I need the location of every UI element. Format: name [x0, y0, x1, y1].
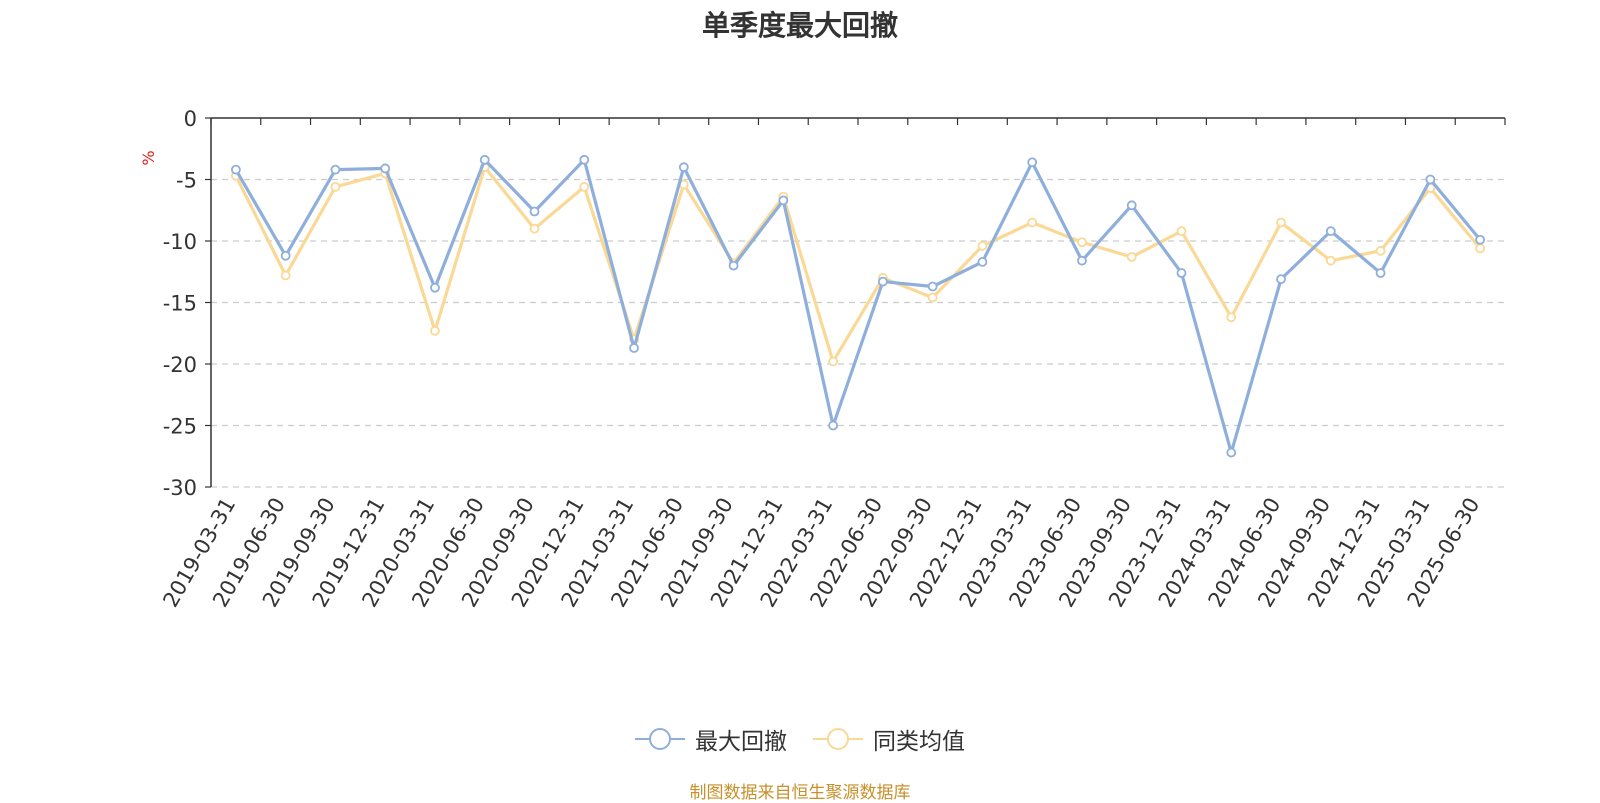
y-tick-label: 0: [184, 107, 197, 131]
data-point: [1027, 157, 1038, 168]
data-point: [977, 241, 988, 251]
data-point: [1276, 274, 1286, 285]
data-point: [579, 154, 590, 165]
data-point: [1176, 268, 1187, 278]
data-point: [1475, 243, 1486, 254]
data-point: [828, 420, 839, 431]
data-point: [977, 257, 988, 267]
legend-item-drawdown[interactable]: 最大回撤: [635, 722, 787, 756]
chart-title: 单季度最大回撤: [701, 9, 898, 42]
legend-label-drawdown: 最大回撤: [695, 729, 787, 755]
data-point: [529, 223, 540, 234]
y-tick-label: -15: [163, 292, 197, 316]
data-point: [1425, 174, 1436, 185]
data-point: [1325, 226, 1336, 237]
data-point: [430, 282, 440, 293]
data-point: [230, 164, 241, 175]
data-point: [1475, 234, 1486, 245]
series-line-0: [234, 158, 1482, 455]
legend-item-peer-average[interactable]: 同类均值: [813, 722, 965, 756]
y-tick-label: -25: [163, 415, 197, 439]
data-point: [1276, 217, 1286, 228]
legend-swatch-drawdown: [635, 728, 685, 750]
data-point: [728, 260, 739, 271]
y-tick-label: -20: [163, 353, 197, 377]
data-point: [1325, 255, 1336, 266]
y-axis-unit-label: %: [139, 150, 158, 165]
data-point: [330, 181, 341, 192]
data-point: [678, 162, 689, 173]
data-point: [778, 195, 789, 206]
data-point: [629, 343, 639, 353]
data-point: [1176, 226, 1187, 237]
data-point: [927, 292, 938, 303]
data-point: [877, 276, 888, 287]
series-line-1: [234, 165, 1482, 364]
tick-labels: 0-5-10-15-20-25-302019-03-312019-06-3020…: [139, 107, 1484, 611]
data-point: [1126, 252, 1137, 262]
data-point: [828, 356, 839, 367]
data-point: [927, 281, 938, 292]
data-point: [1375, 268, 1386, 278]
axes: [205, 117, 1506, 488]
source-note: 制图数据来自恒生聚源数据库: [689, 783, 911, 803]
data-point: [330, 164, 341, 175]
data-point: [380, 163, 391, 174]
y-tick-label: -5: [176, 169, 197, 193]
legend: 最大回撤 同类均值: [0, 722, 1600, 756]
y-tick-label: -10: [163, 230, 197, 254]
data-point: [1077, 255, 1087, 266]
data-point: [1375, 245, 1386, 256]
data-point: [1126, 200, 1137, 211]
data-point: [1226, 447, 1237, 458]
y-tick-label: -30: [163, 476, 197, 500]
data-point: [280, 250, 291, 261]
data-point: [280, 270, 291, 281]
data-point: [529, 206, 540, 217]
data-point: [479, 154, 490, 165]
grid-lines: [211, 178, 1505, 488]
data-point: [1077, 237, 1087, 248]
data-point: [430, 325, 440, 336]
series-lines: [230, 154, 1486, 458]
data-point: [1226, 312, 1237, 323]
data-point: [1027, 217, 1038, 228]
data-point: [579, 181, 590, 192]
legend-swatch-peer-average: [813, 728, 863, 750]
legend-label-peer-average: 同类均值: [873, 729, 965, 755]
